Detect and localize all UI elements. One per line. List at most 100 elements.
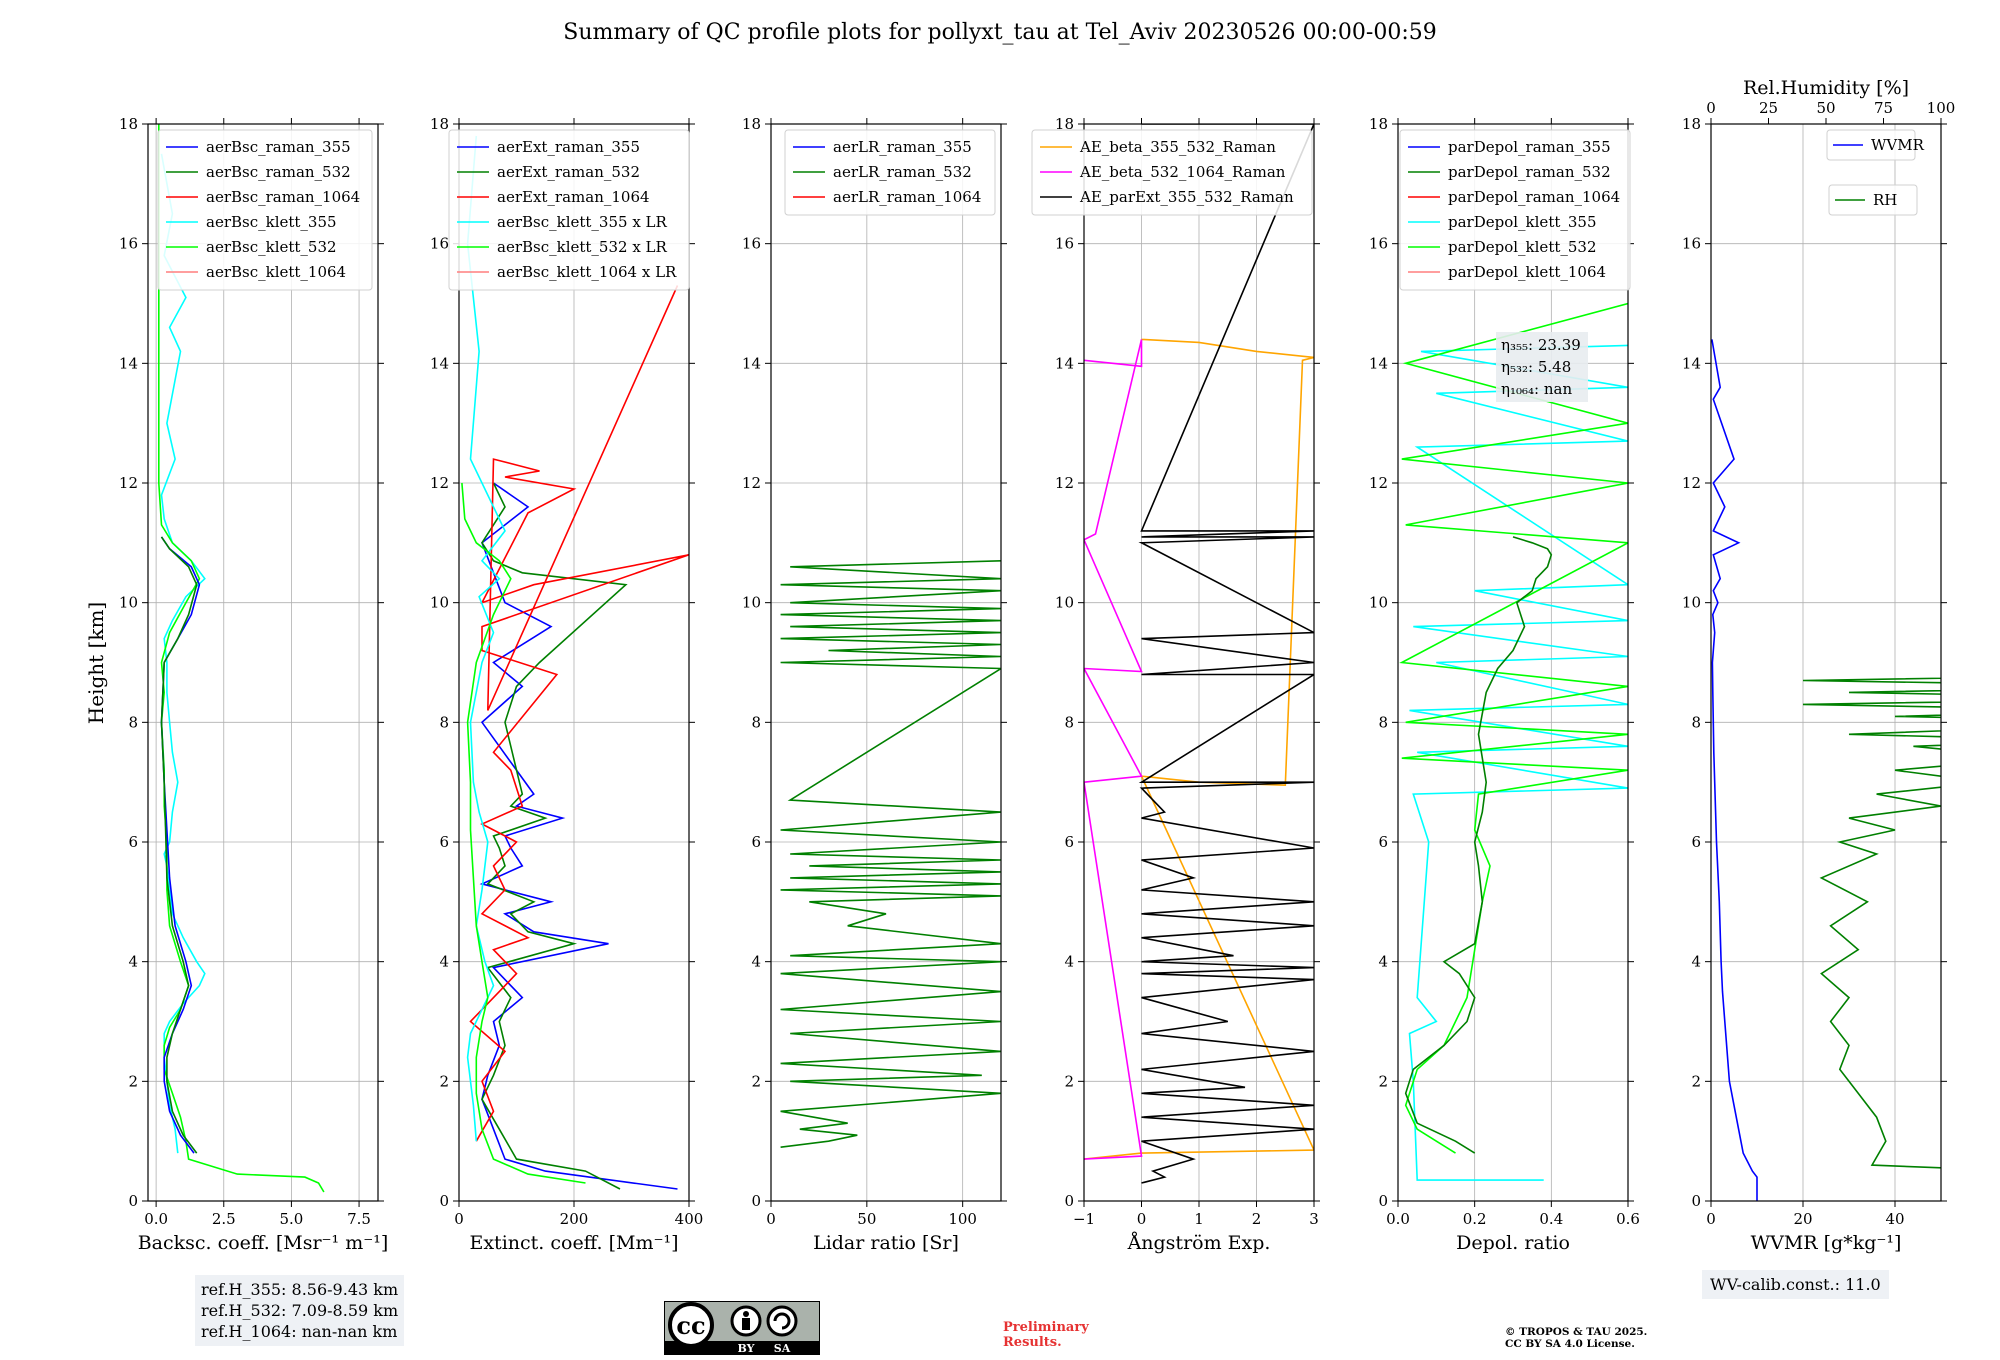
series-line-WVMR [1711,339,1758,1201]
eta-text: η₅₃₂: 5.48 [1501,358,1571,376]
x-tick-label: 2 [1252,1210,1262,1228]
y-tick-label: 10 [119,594,138,612]
y-tick-label: 6 [128,833,138,851]
y-tick-label: 16 [430,235,449,253]
y-tick-label: 12 [742,474,761,492]
y-tick-label: 0 [751,1192,761,1210]
figure-title: Summary of QC profile plots for pollyxt_… [563,20,1437,45]
y-tick-label: 4 [1691,953,1701,971]
panel-2: 0 200 400 0 2 4 6 8 10 12 14 16 18 Extinct. coeff. [M… [430,115,703,1254]
y-tick-label: 4 [751,953,761,971]
legend-label: parDepol_klett_355 [1448,213,1597,231]
y-tick-label: 4 [1064,953,1074,971]
y-tick-label: 16 [1055,235,1074,253]
legend-label: aerBsc_klett_1064 [206,263,346,281]
y-tick-label: 8 [439,713,449,731]
legend-box [448,129,690,291]
x-tick-label: −1 [1073,1210,1095,1228]
legend-label: RH [1873,191,1897,209]
y-tick-label: 8 [128,713,138,731]
x-tick-label: 400 [675,1210,704,1228]
y-tick-label: 8 [751,713,761,731]
legend-label: AE_beta_532_1064_Raman [1079,163,1286,181]
copyright-line-1: © TROPOS & TAU 2025. [1505,1326,1648,1338]
y-tick-label: 6 [439,833,449,851]
x-tick-label: 7.5 [347,1210,371,1228]
x-tick-label: 0.6 [1616,1210,1640,1228]
legend-label: aerLR_raman_1064 [833,188,981,206]
ref-height-532: ref.H_532: 7.09-8.59 km [201,1301,399,1320]
x-tick-label: 20 [1793,1210,1812,1228]
y-tick-label: 10 [1055,594,1074,612]
y-tick-label: 6 [1691,833,1701,851]
legend-label: parDepol_raman_355 [1448,138,1611,156]
legend-label: aerExt_raman_355 [497,138,640,156]
y-tick-label: 0 [1378,1192,1388,1210]
legend-label: parDepol_raman_1064 [1448,188,1620,206]
y-tick-label: 18 [119,115,138,133]
preliminary-notice: Preliminary Results. [1003,1320,1089,1350]
y-tick-label: 4 [1378,953,1388,971]
x-tick-label: 1 [1194,1210,1204,1228]
y-tick-label: 14 [1369,354,1388,372]
series-line-parDepol_klett_355 [1408,344,1628,1181]
y-tick-label: 10 [1682,594,1701,612]
legend-label: aerBsc_klett_532 x LR [497,238,668,256]
series-line-aerBsc_klett_532 x LR [461,482,586,1184]
y-tick-label: 2 [1691,1072,1701,1090]
y-tick-label: 16 [119,235,138,253]
y-tick-label: 18 [1682,115,1701,133]
y-tick-label: 0 [1064,1192,1074,1210]
series-line-AE_beta_532_1064_Raman [1084,339,1143,1160]
legend-box [157,129,373,291]
y-tick-label: 18 [1055,115,1074,133]
preliminary-line-2: Results. [1003,1335,1062,1350]
y-tick-label: 4 [439,953,449,971]
y-tick-label: 6 [1378,833,1388,851]
x-tick-label: 0.0 [1386,1210,1410,1228]
y-tick-label: 10 [742,594,761,612]
y-tick-label: 8 [1064,713,1074,731]
annotation-box [1496,332,1588,402]
x2-tick-label: 75 [1874,99,1893,117]
x-tick-label: 3 [1309,1210,1319,1228]
series-line-AE_parExt_355_532_Raman [1138,124,1314,1184]
legend: AE_beta_355_532_Raman AE_beta_532_1064_Ra… [1031,129,1313,216]
y-tick-label: 6 [751,833,761,851]
legend-label: aerBsc_raman_1064 [206,188,360,206]
y-tick-label: 2 [128,1072,138,1090]
x-axis-label: Lidar ratio [Sr] [813,1232,959,1254]
series-group [1399,302,1628,1181]
series-line-aerBsc_klett_355 [160,153,206,1154]
y-tick-label: 16 [742,235,761,253]
series-group [461,135,689,1190]
cc-by-sa-license-logo: cc BY SA [664,1301,820,1355]
y-tick-label: 10 [1369,594,1388,612]
y-tick-label: 6 [1064,833,1074,851]
y-tick-label: 0 [439,1192,449,1210]
panel-1: 0.0 2.5 5.0 7.5 0 2 4 6 8 10 12 14 16 18 Backsc. coeff… [119,115,388,1254]
x-tick-label: 0.4 [1539,1210,1563,1228]
y-tick-label: 0 [128,1192,138,1210]
series-line-parDepol_klett_532 [1399,302,1628,1154]
y-tick-label: 12 [1369,474,1388,492]
legend-label: aerExt_raman_532 [497,163,640,181]
legend-label: aerBsc_klett_355 x LR [497,213,668,231]
series-line-RH [1802,677,1941,1169]
y-tick-label: 8 [1378,713,1388,731]
cc-sa-label: SA [774,1342,791,1355]
legend-label: parDepol_klett_532 [1448,238,1597,256]
x-axis-label: Depol. ratio [1456,1232,1570,1254]
axes-frame [147,123,379,1202]
series-group [1711,339,1941,1201]
legend-label: parDepol_raman_532 [1448,163,1611,181]
x2-axis-label: Rel.Humidity [%] [1743,77,1909,99]
legend: WVMR RH [1826,129,1925,216]
panel-5: 0.0 0.2 0.4 0.6 0 2 4 6 8 10 12 14 16 18 Depol. ratio p… [1369,115,1640,1254]
y-tick-label: 16 [1369,235,1388,253]
series-line-aerBsc_raman_532 [160,536,198,1154]
eta-annotation: η₃₅₅: 23.39 η₅₃₂: 5.48 η₁₀₆₄: nan [1496,332,1588,402]
y-tick-label: 18 [430,115,449,133]
legend-label: aerBsc_klett_1064 x LR [497,263,677,281]
